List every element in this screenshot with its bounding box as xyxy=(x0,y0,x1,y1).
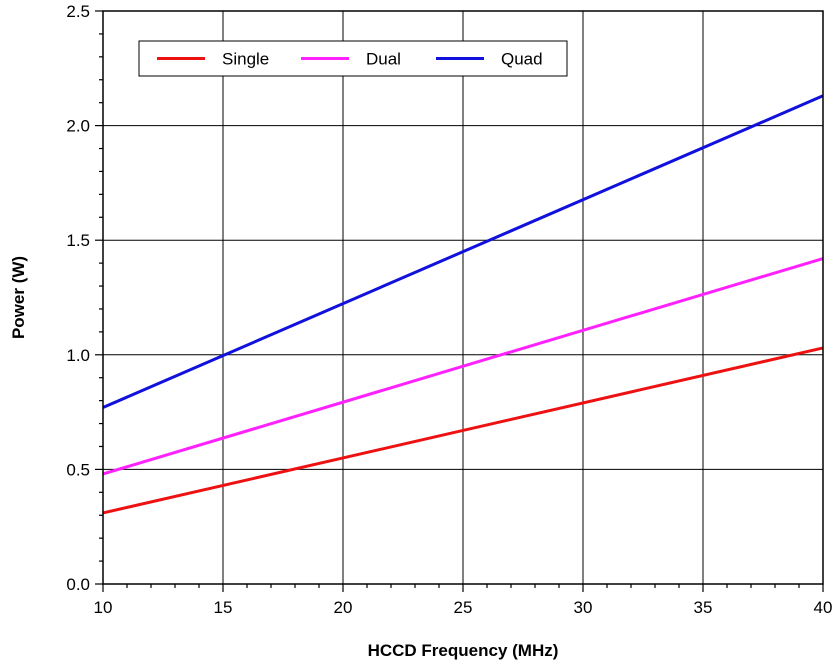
x-tick-label: 30 xyxy=(574,598,593,617)
y-tick-label: 2.5 xyxy=(66,2,90,21)
y-axis-title: Power (W) xyxy=(9,256,28,339)
legend-box xyxy=(138,40,568,77)
x-tick-label: 10 xyxy=(94,598,113,617)
legend-label-single: Single xyxy=(222,50,269,69)
series-line-quad xyxy=(102,94,824,409)
legend-label-quad: Quad xyxy=(501,50,543,69)
x-tick-label: 15 xyxy=(214,598,233,617)
grid-layer xyxy=(103,11,823,584)
x-tick-label: 40 xyxy=(814,598,833,617)
y-tick-label: 0.5 xyxy=(66,460,90,479)
y-tick-label: 0.0 xyxy=(66,575,90,594)
series-line-single xyxy=(102,346,824,515)
x-tick-label: 25 xyxy=(454,598,473,617)
x-tick-label: 35 xyxy=(694,598,713,617)
label-layer: 10 15 20 25 30 35 40 0.0 0.5 1.0 1.5 2.0 2.5 xyxy=(66,2,832,617)
x-axis-title: HCCD Frequency (MHz) xyxy=(368,641,559,660)
legend-label-dual: Dual xyxy=(366,50,401,69)
y-tick-label: 1.0 xyxy=(66,346,90,365)
y-tick-label: 1.5 xyxy=(66,231,90,250)
series-line-dual xyxy=(102,257,824,476)
x-tick-label: 20 xyxy=(334,598,353,617)
series-layer xyxy=(102,94,824,515)
tick-layer xyxy=(95,10,824,592)
y-tick-label: 2.0 xyxy=(66,117,90,136)
legend: Single Dual Quad xyxy=(138,40,568,77)
legend-items: Single Dual Quad xyxy=(157,50,543,69)
